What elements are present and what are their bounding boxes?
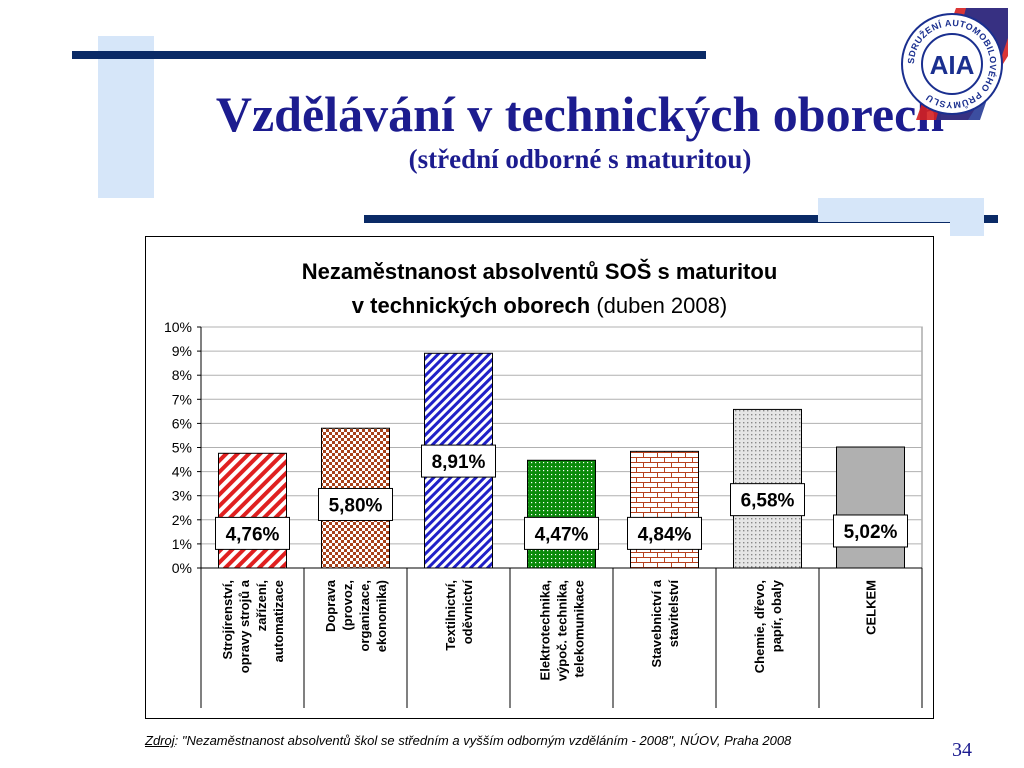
chart-title-line1: Nezaměstnanost absolventů SOŠ s maturito…	[301, 259, 778, 284]
chart-title: Nezaměstnanost absolventů SOŠ s maturito…	[146, 255, 933, 323]
y-tick-label: 9%	[172, 343, 192, 359]
category-label: organizace,	[357, 580, 372, 652]
decor-block-right-small	[950, 222, 984, 236]
decor-block-left	[98, 36, 154, 198]
y-tick-label: 7%	[172, 391, 192, 407]
category-label: telekomunikace	[572, 580, 587, 678]
category-label: papír, obaly	[769, 579, 784, 652]
value-label-box	[421, 444, 496, 478]
value-label: 4,84%	[638, 524, 692, 545]
y-tick-label: 1%	[172, 536, 192, 552]
bar	[218, 452, 287, 569]
category-label: Elektrotechnika,	[538, 580, 553, 680]
category-label: stavitelství	[666, 580, 681, 648]
decor-bar-top	[72, 51, 706, 59]
value-label: 6,58%	[741, 491, 795, 512]
bar	[836, 446, 905, 569]
value-label-box	[318, 487, 393, 521]
chart-title-line2-normal: (duben 2008)	[590, 293, 728, 318]
chart-title-line2-bold: v technických oborech	[351, 293, 591, 318]
value-label-box	[627, 516, 702, 550]
page-number: 34	[952, 739, 972, 761]
bar-chart: 4,76% 5,80% 8,91% 4,47% 4,84% 6,58% 5,02% 0% 1%…	[164, 319, 923, 708]
y-tick-label: 2%	[172, 512, 192, 528]
value-label: 4,76%	[226, 524, 280, 545]
category-label: oděvnictví	[460, 580, 475, 645]
value-label: 5,80%	[329, 495, 383, 516]
slide-title: Vzdělávání v technických oborech	[215, 86, 945, 142]
logo-text: AIA	[930, 50, 975, 80]
y-tick-label: 5%	[172, 440, 192, 456]
decor-block-right	[818, 198, 984, 222]
category-label: Doprava	[323, 579, 338, 632]
y-tick-label: 4%	[172, 464, 192, 480]
source-text: : "Nezaměstnanost absolventů škol se stř…	[174, 733, 792, 748]
value-label-box	[730, 483, 805, 517]
chart-frame: Nezaměstnanost absolventů SOŠ s maturito…	[145, 236, 934, 719]
source-label: Zdroj	[145, 733, 175, 748]
category-label: zařízení,	[254, 580, 269, 631]
category-label: Textilnictví,	[443, 580, 458, 651]
value-label-box	[215, 516, 290, 550]
category-label: ekonomika)	[374, 580, 389, 652]
value-label: 4,47%	[535, 524, 589, 545]
category-label: Strojírenství,	[220, 580, 235, 659]
decor-bar-bottom	[364, 215, 998, 223]
category-label: automatizace	[271, 580, 286, 662]
slide-subtitle: (střední odborné s maturitou)	[408, 144, 752, 174]
category-label: opravy strojů a	[237, 579, 252, 673]
category-label: CELKEM	[864, 580, 879, 635]
y-tick-label: 10%	[164, 319, 192, 335]
bar	[527, 459, 596, 569]
y-tick-label: 8%	[172, 367, 192, 383]
value-label-box	[833, 514, 908, 548]
value-label-box	[524, 516, 599, 550]
category-label: Chemie, dřevo,	[752, 580, 767, 673]
y-tick-label: 3%	[172, 488, 192, 504]
y-tick-label: 6%	[172, 415, 192, 431]
category-label: (provoz,	[340, 580, 355, 631]
value-label: 5,02%	[844, 522, 898, 543]
category-label: výpoč. technika,	[555, 580, 570, 681]
aia-logo: SDRUŽENÍ AUTOMOBILOVÉHO PRŮMYSLU AIA	[901, 8, 1008, 120]
chart-title-line2: v technických oborech (duben 2008)	[146, 289, 933, 323]
bar	[630, 450, 699, 569]
source-note: Zdroj: "Nezaměstnanost absolventů škol s…	[145, 733, 945, 748]
value-label: 8,91%	[432, 452, 486, 473]
y-tick-label: 0%	[172, 560, 192, 576]
category-label: Stavebnictví a	[649, 579, 664, 667]
